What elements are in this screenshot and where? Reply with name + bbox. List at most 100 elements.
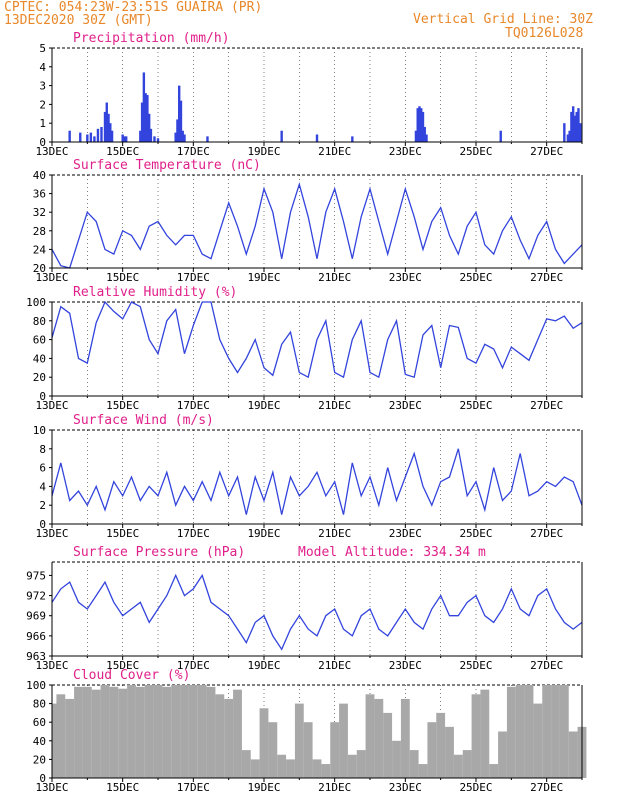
pres-xtick-label: 27DEC [530,659,563,672]
cloud-title: Cloud Cover (%) [73,668,190,683]
cloud-fill [347,754,357,778]
cloud-xtick-label: 19DEC [247,781,280,794]
precip-bar [105,102,108,142]
cloud-fill [400,698,410,778]
precip-ytick-label: 3 [39,80,46,93]
precip-bar [573,115,577,142]
precip-bar [93,136,96,142]
precip-bar [89,132,93,142]
cloud-fill [135,686,145,778]
rh-ytick-label: 100 [26,296,46,309]
cloud-fill [356,750,366,778]
cloud-fill [453,754,463,778]
cloud-xtick-label: 17DEC [177,781,210,794]
cloud-fill [56,694,66,778]
temp-xtick-label: 27DEC [530,271,563,284]
precip-bar [315,134,319,142]
precip-bar [181,130,184,142]
rh-ytick-label: 20 [33,371,46,384]
wind-xtick-label: 25DEC [459,527,492,540]
precip-bar [147,113,151,142]
cloud-fill [188,685,198,778]
cloud-fill [91,689,101,778]
precip-bar [144,93,147,142]
pres-xtick-label: 21DEC [318,659,351,672]
precip-bar [425,134,428,142]
cloud-ytick-label: 20 [33,753,46,766]
cloud-fill [524,685,534,778]
precip-bar [423,126,426,142]
temp-ytick-label: 28 [33,225,46,238]
rh-xtick-label: 19DEC [247,399,280,412]
cloud-fill [233,689,242,778]
rh-xtick-label: 23DEC [389,399,422,412]
model-label: TQ0126L028 [505,26,584,41]
precip-xtick-label: 15DEC [106,145,139,158]
cloud-fill [383,712,393,778]
precip-bar [121,134,124,142]
precip-xtick-label: 17DEC [177,145,210,158]
precip-bar [153,136,156,142]
precip-bar [571,106,575,142]
precip-bar [146,95,149,142]
precip-bar [149,128,153,142]
cloud-fill [241,750,251,778]
grid-line-note: Vertical Grid Line: 30Z [413,12,594,27]
temp-ytick-label: 36 [33,188,46,201]
wind-xtick-label: 19DEC [247,527,280,540]
cloud-fill [568,731,578,778]
cloud-fill [436,712,446,778]
precip-bar [575,111,578,142]
temp-series-line [51,181,583,269]
precip-bar [414,130,418,142]
cloud-fill [312,759,322,778]
cloud-fill [250,759,260,778]
cloud-fill [489,764,499,778]
pres-ytick-label: 966 [26,630,46,643]
precip-bar [176,119,179,142]
rh-series-line [51,300,583,379]
precip-bar [125,136,128,142]
precip-bar [86,134,89,142]
precip-panel: 0 1 2 3 4 5 13DEC 15DEC 17DEC 19DEC 21DEC 23DEC 25DE… [35,31,583,158]
rh-xtick-label: 17DEC [177,399,210,412]
cloud-ytick-label: 100 [26,679,46,692]
cloud-fill [259,708,269,778]
cloud-fill [268,722,278,778]
wind-xtick-label: 13DEC [35,527,68,540]
temp-xtick-label: 17DEC [177,271,210,284]
cloud-fill [392,740,401,778]
wind-panel: 0 2 4 6 8 10 13DEC 15DEC 17DEC 19DEC 21DEC 23DEC 25D… [33,413,583,540]
temp-panel: 20 24 28 32 36 40 13DEC 15DEC 17DEC 19DEC 21DEC 23D… [33,158,583,284]
cloud-ytick-label: 80 [33,698,46,711]
rh-ytick-label: 80 [33,315,46,328]
wind-ytick-label: 6 [39,462,46,475]
precip-bar [109,123,112,142]
rh-title: Relative Humidity (%) [73,285,237,300]
precip-bar [123,136,126,142]
cloud-fill [515,685,525,778]
precip-xtick-label: 13DEC [35,145,68,158]
precip-bar [142,72,146,142]
cloud-xtick-label: 21DEC [318,781,351,794]
precip-bar [570,111,573,142]
wind-xtick-label: 15DEC [106,527,139,540]
cloud-fill [506,686,516,778]
precip-bar [416,108,419,142]
cloud-xtick-label: 27DEC [530,781,563,794]
precip-bar [139,130,142,142]
cloud-fill [153,685,163,778]
wind-ytick-label: 0 [39,518,46,531]
wind-ytick-label: 2 [39,499,46,512]
cloud-xtick-label: 15DEC [106,781,139,794]
cloud-fill [427,722,437,778]
precip-bar [156,138,160,142]
rh-xtick-label: 21DEC [318,399,351,412]
precip-bar [179,100,183,142]
cloud-xtick-label: 13DEC [35,781,68,794]
cloud-fill [100,685,110,778]
temp-ytick-label: 24 [33,243,47,256]
temp-xtick-label: 15DEC [106,271,139,284]
cloud-fill [206,686,216,778]
cloud-ytick-label: 60 [33,716,46,729]
